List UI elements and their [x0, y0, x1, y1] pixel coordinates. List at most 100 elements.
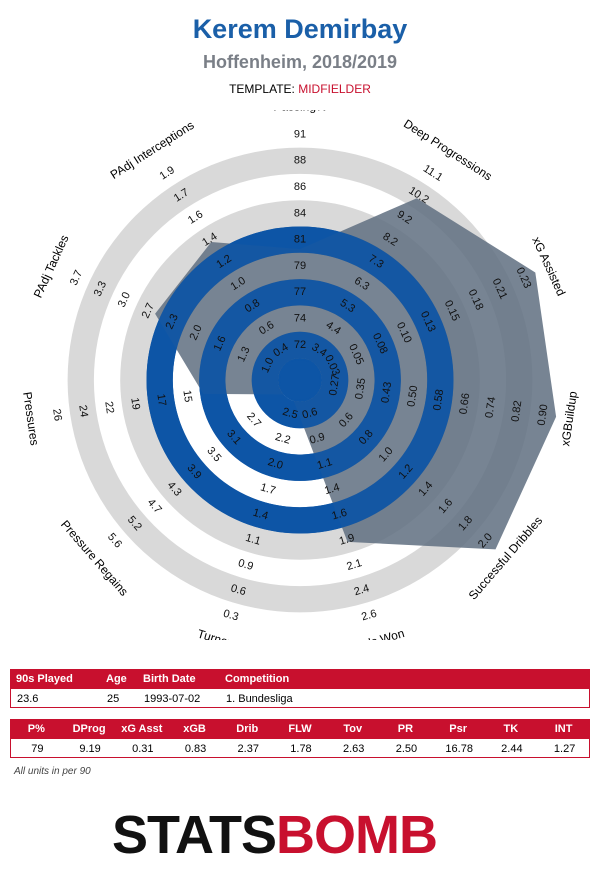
radar-tick-label: 81: [294, 234, 306, 246]
radar-tick-label: 1.0: [259, 356, 276, 375]
radar-axis-label: Pressures: [20, 391, 42, 446]
statsbomb-logo: STATSBOMB: [112, 805, 438, 865]
radar-tick-label: 0.66: [457, 392, 472, 415]
radar-tick-label: 0.9: [237, 557, 255, 573]
radar-tick-label: 2.4: [353, 582, 371, 598]
radar-tick-label: 0.27: [327, 374, 342, 397]
radar-tick-label: 17: [154, 393, 168, 407]
radar-tick-label: 72: [294, 339, 306, 351]
radar-tick-label: 0.58: [431, 389, 446, 412]
team-season: Hoffenheim, 2018/2019: [202, 52, 398, 72]
radar-tick-label: 74: [294, 312, 306, 324]
radar-tick-label: 24: [76, 404, 90, 418]
info-table: 90s Played Age Birth Date Competition 23…: [10, 669, 590, 708]
radar-tick-label: 0.9: [308, 431, 326, 447]
radar-tick-label: 84: [294, 207, 306, 219]
radar-tick-label: 88: [294, 155, 306, 167]
radar-tick-label: 1.6: [212, 334, 229, 353]
radar-tick-label: 1.3: [235, 345, 252, 364]
template-value: MIDFIELDER: [298, 82, 371, 96]
radar-tick-label: 2.6: [360, 608, 378, 624]
radar-tick-label: 0.50: [405, 385, 420, 408]
radar-chart: 727477798184868891Passing%3.44.45.36.37.…: [20, 110, 580, 640]
radar-inner-band: [251, 331, 349, 429]
radar-tick-label: 2.3: [164, 312, 181, 331]
stats-table-header: P% DProg xG Asst xGB Drib FLW Tov PR Psr TK INT: [10, 719, 590, 739]
stats-header-cell: TK: [503, 723, 519, 735]
stats-header-cell: xGB: [183, 723, 206, 735]
radar-tick-label: 1.4: [323, 481, 341, 497]
stats-value-cell: 79: [31, 743, 44, 755]
stats-header-cell: P%: [27, 723, 45, 735]
radar-axis-label: Passing%: [273, 110, 327, 113]
info-table-header: 90s Played Age Birth Date Competition: [10, 669, 590, 689]
info-header-cell: Age: [106, 673, 127, 685]
footnote: All units in per 90: [14, 766, 91, 777]
radar-tick-label: 1.1: [244, 532, 262, 548]
info-header-cell: Birth Date: [143, 673, 196, 685]
radar-tick-label: 0.74: [483, 396, 498, 419]
radar-tick-label: 0.82: [509, 400, 524, 423]
player-name: Kerem Demirbay: [192, 14, 408, 44]
stats-header-cell: DProg: [72, 723, 106, 735]
info-value-cell: 23.6: [17, 693, 39, 705]
stats-header-cell: FLW: [288, 723, 312, 735]
info-value-cell: 25: [107, 693, 120, 705]
template-line: TEMPLATE: MIDFIELDER: [0, 82, 600, 96]
stats-value-cell: 1.27: [553, 743, 576, 755]
stats-header-cell: Tov: [343, 723, 363, 735]
radar-tick-label: 15: [180, 389, 194, 403]
radar-tick-label: 0.3: [222, 608, 240, 624]
stats-header-cell: Drib: [236, 723, 259, 735]
stats-value-cell: 16.78: [445, 743, 473, 755]
radar-tick-label: 1.1: [316, 456, 334, 472]
stats-table: P% DProg xG Asst xGB Drib FLW Tov PR Psr TK INT 79…: [10, 719, 590, 758]
template-label: TEMPLATE:: [229, 82, 295, 96]
stats-value-cell: 9.19: [79, 743, 101, 755]
radar-tick-label: 0.35: [353, 377, 368, 400]
stats-header-cell: PR: [397, 723, 414, 735]
radar-tick-label: 91: [294, 128, 306, 140]
radar-tick-label: 2.2: [274, 431, 292, 447]
radar-tick-label: 0.90: [536, 403, 551, 426]
radar-core-dot: [280, 360, 320, 400]
stats-value-cell: 2.44: [501, 743, 523, 755]
radar-tick-label: 22: [102, 401, 116, 415]
stats-value-cell: 2.37: [237, 743, 259, 755]
info-header-cell: 90s Played: [16, 673, 73, 685]
radar-tick-label: 3.3: [92, 279, 109, 298]
radar-tick-label: 2.0: [188, 323, 205, 342]
radar-inner-band: [146, 226, 454, 534]
info-table-row: 23.6 25 1993-07-02 1. Bundesliga: [10, 689, 590, 708]
logo-bomb: BOMB: [276, 805, 438, 865]
stats-value-cell: 2.63: [343, 743, 365, 755]
info-value-cell: 1993-07-02: [144, 693, 201, 705]
radar-tick-label: 86: [294, 181, 306, 193]
radar-tick-label: 79: [294, 260, 306, 272]
radar-tick-label: 3.0: [116, 290, 133, 309]
stats-table-row: 79 9.19 0.31 0.83 2.37 1.78 2.63 2.50 16.78 2.44 1…: [10, 739, 590, 758]
radar-tick-label: 19: [128, 397, 142, 411]
radar-tick-label: 2.5: [281, 406, 299, 422]
radar-tick-label: 0.6: [301, 406, 319, 422]
radar-tick-label: 1.6: [330, 507, 348, 523]
radar-tick-label: 2.0: [266, 456, 284, 472]
info-header-cell: Competition: [225, 673, 290, 685]
radar-tick-label: 1.4: [251, 507, 269, 523]
radar-data-polygon: [155, 198, 557, 550]
radar-tick-label: 0.43: [379, 381, 394, 404]
radar-tick-label: 1.7: [259, 481, 277, 497]
stats-value-cell: 1.78: [290, 743, 312, 755]
stats-value-cell: 0.83: [184, 743, 207, 755]
stats-value-cell: 2.50: [395, 743, 418, 755]
radar-inner-band: [199, 279, 401, 481]
radar-tick-label: 1.9: [338, 532, 356, 548]
radar-tick-label: 2.7: [140, 301, 157, 320]
stats-header-cell: xG Asst: [121, 723, 163, 735]
radar-tick-label: 3.7: [68, 268, 85, 287]
radar-tick-label: 0.6: [229, 582, 247, 598]
stats-value-cell: 0.31: [132, 743, 154, 755]
stats-header-cell: Psr: [449, 723, 468, 735]
radar-tick-label: 26: [50, 408, 64, 422]
logo-stats: STATS: [112, 805, 277, 865]
